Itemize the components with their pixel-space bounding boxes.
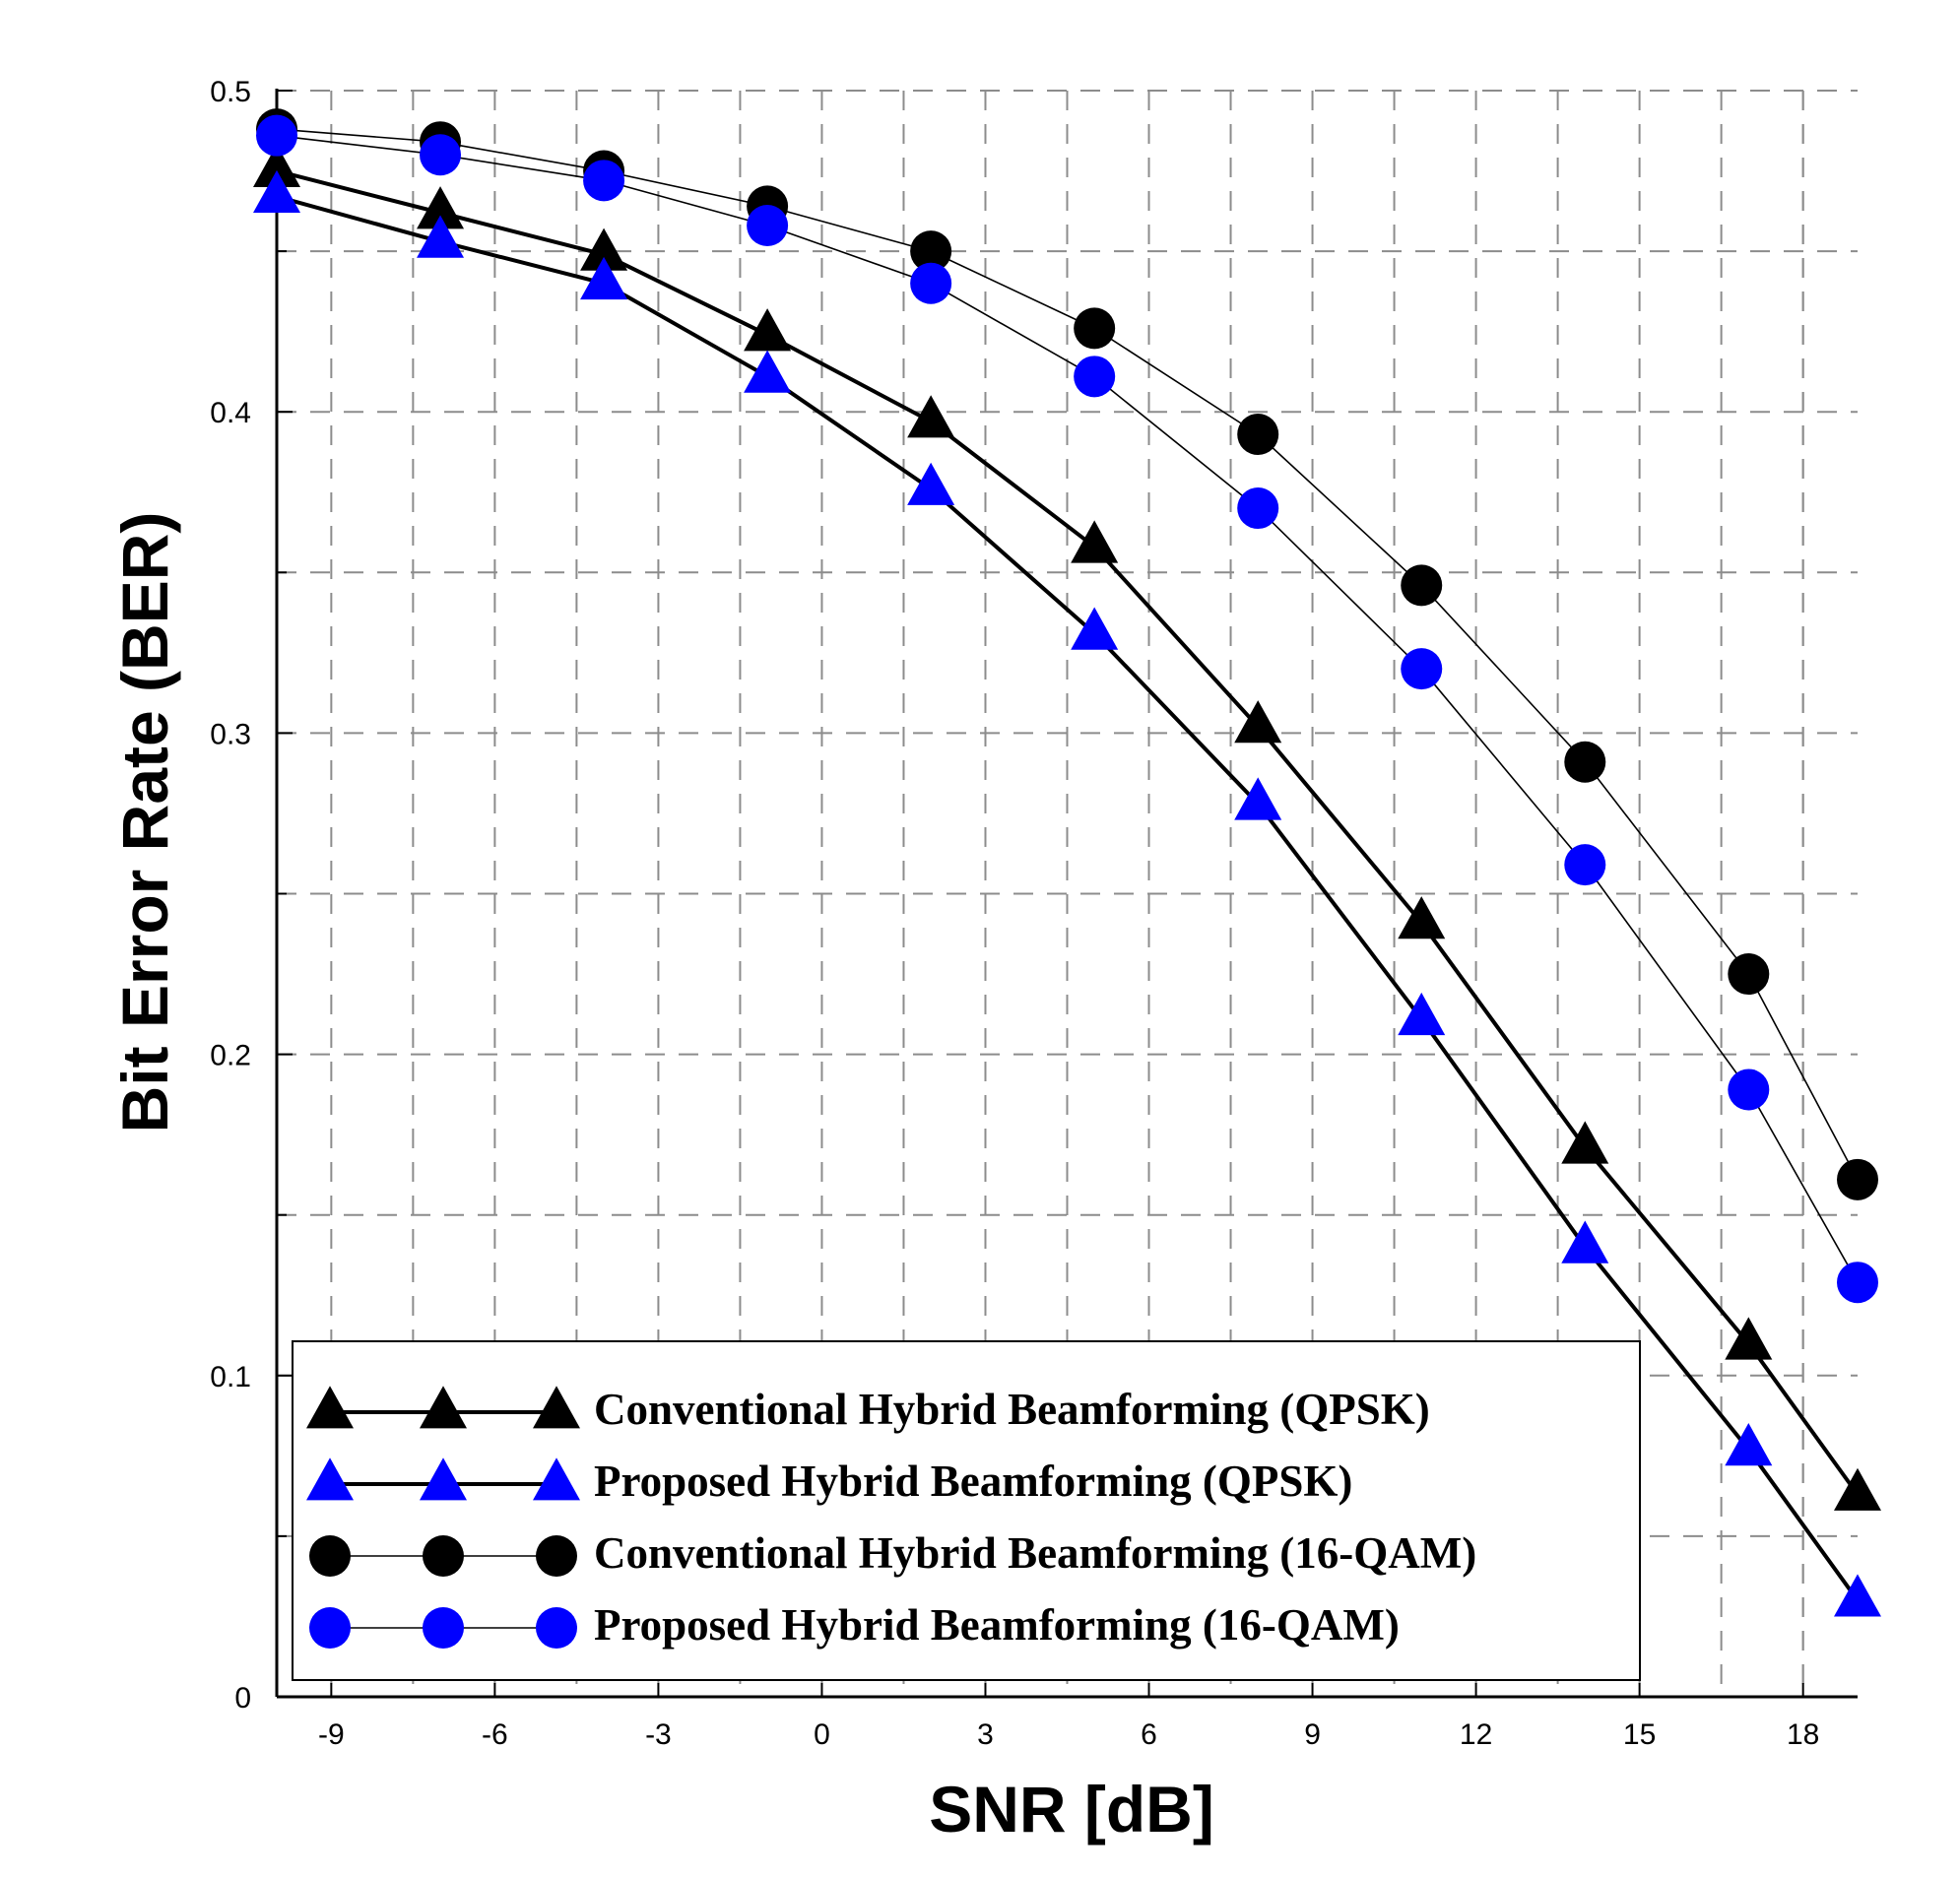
legend-marker-triangle: [533, 1457, 580, 1501]
data-point-circle: [1401, 648, 1443, 690]
data-point-triangle: [1834, 1467, 1881, 1511]
legend-entry-symbol: [309, 1607, 577, 1649]
data-point-circle: [910, 262, 952, 304]
data-point-triangle: [253, 144, 300, 187]
legend-marker-circle: [423, 1535, 464, 1577]
y-tick-label-0-2: 0.2: [210, 1040, 251, 1072]
series-conventional-hybrid-beamforming-qpsk-: [253, 144, 1881, 1511]
series-line: [276, 128, 1859, 1181]
data-point-circle: [1237, 414, 1279, 456]
data-point-triangle: [417, 215, 465, 258]
legend-marker-circle: [309, 1535, 351, 1577]
data-point-triangle: [1234, 777, 1282, 820]
data-point-circle: [1237, 487, 1279, 530]
y-tick-label-0-3: 0.3: [210, 718, 251, 750]
data-point-triangle: [253, 169, 300, 214]
legend-marker-circle: [536, 1535, 577, 1577]
data-point-triangle: [1725, 1317, 1773, 1360]
legend-entry-symbol: [306, 1386, 580, 1429]
legend-box: [292, 1340, 1641, 1681]
data-point-triangle: [744, 308, 792, 352]
legend-label-conventional-16qam: Conventional Hybrid Beamforming (16-QAM): [594, 1528, 1476, 1578]
y-axis-title: Bit Error Rate (BER): [108, 512, 181, 1133]
data-point-circle: [747, 205, 789, 247]
data-point-circle: [1837, 1158, 1878, 1200]
legend-marker-triangle: [420, 1457, 467, 1501]
data-point-triangle: [580, 256, 628, 300]
data-series: [253, 108, 1881, 1617]
y-tick-label-0-1: 0.1: [210, 1361, 251, 1393]
x-tick-label-15: 15: [1623, 1718, 1656, 1751]
legend-marker-triangle: [306, 1457, 354, 1501]
data-point-circle: [583, 160, 625, 202]
x-tick-label--3: -3: [645, 1718, 672, 1751]
legend-marker-circle: [309, 1607, 351, 1649]
series-proposed-hybrid-beamforming-qpsk-: [253, 169, 1881, 1617]
data-point-triangle: [1561, 1220, 1609, 1263]
legend-label-proposed-qpsk: Proposed Hybrid Beamforming (QPSK): [594, 1457, 1352, 1506]
data-point-triangle: [744, 350, 792, 393]
x-tick-label-9: 9: [1304, 1718, 1321, 1751]
x-tick-label-0: 0: [814, 1718, 830, 1751]
data-point-circle: [1837, 1262, 1878, 1304]
data-point-triangle: [1398, 992, 1446, 1036]
data-point-circle: [256, 114, 297, 157]
data-point-circle: [1564, 741, 1606, 783]
legend-entry-symbol: [309, 1535, 577, 1577]
legend-marker-triangle: [420, 1386, 467, 1429]
data-point-triangle: [1834, 1574, 1881, 1617]
data-point-triangle: [1561, 1121, 1609, 1164]
legend-marker-circle: [423, 1607, 464, 1649]
y-tick-label-0: 0: [234, 1682, 251, 1715]
x-tick-label-18: 18: [1787, 1718, 1819, 1751]
data-point-circle: [1728, 953, 1770, 996]
data-point-triangle: [580, 227, 628, 271]
y-axis-ticks: 0 0.1 0.2 0.3 0.4 0.5: [210, 76, 293, 1715]
data-point-circle: [1401, 564, 1443, 607]
data-point-triangle: [907, 462, 955, 505]
legend-marker-circle: [536, 1607, 577, 1649]
x-tick-label-6: 6: [1141, 1718, 1157, 1751]
x-tick-label--9: -9: [318, 1718, 345, 1751]
x-axis-ticks: -9 -6 -3 0 3 6 9 12 15 18: [318, 1683, 1819, 1751]
x-tick-label-3: 3: [977, 1718, 994, 1751]
x-tick-label--6: -6: [482, 1718, 508, 1751]
data-point-circle: [910, 230, 952, 273]
legend: Conventional Hybrid Beamforming (QPSK) P…: [292, 1340, 1641, 1681]
data-point-triangle: [1071, 607, 1119, 650]
data-point-triangle: [1071, 520, 1119, 563]
data-point-circle: [1564, 844, 1606, 886]
x-tick-label-12: 12: [1460, 1718, 1492, 1751]
legend-marker-triangle: [306, 1386, 354, 1429]
legend-entry-symbol: [306, 1457, 580, 1501]
data-point-triangle: [1725, 1423, 1773, 1466]
data-point-triangle: [1398, 896, 1446, 939]
data-point-triangle: [907, 395, 955, 438]
data-point-triangle: [1234, 700, 1282, 744]
data-point-circle: [1728, 1069, 1770, 1111]
data-point-circle: [420, 134, 462, 176]
legend-marker-triangle: [533, 1386, 580, 1429]
series-proposed-hybrid-beamforming-16-qam-: [256, 114, 1878, 1304]
data-point-circle: [1074, 356, 1116, 398]
legend-label-conventional-qpsk: Conventional Hybrid Beamforming (QPSK): [594, 1385, 1430, 1434]
legend-label-proposed-16qam: Proposed Hybrid Beamforming (16-QAM): [594, 1600, 1400, 1650]
data-point-circle: [1074, 307, 1116, 350]
y-tick-label-0-4: 0.4: [210, 397, 251, 429]
y-tick-label-0-5: 0.5: [210, 76, 251, 108]
data-point-triangle: [417, 186, 465, 229]
x-axis-title: SNR [dB]: [929, 1773, 1214, 1846]
